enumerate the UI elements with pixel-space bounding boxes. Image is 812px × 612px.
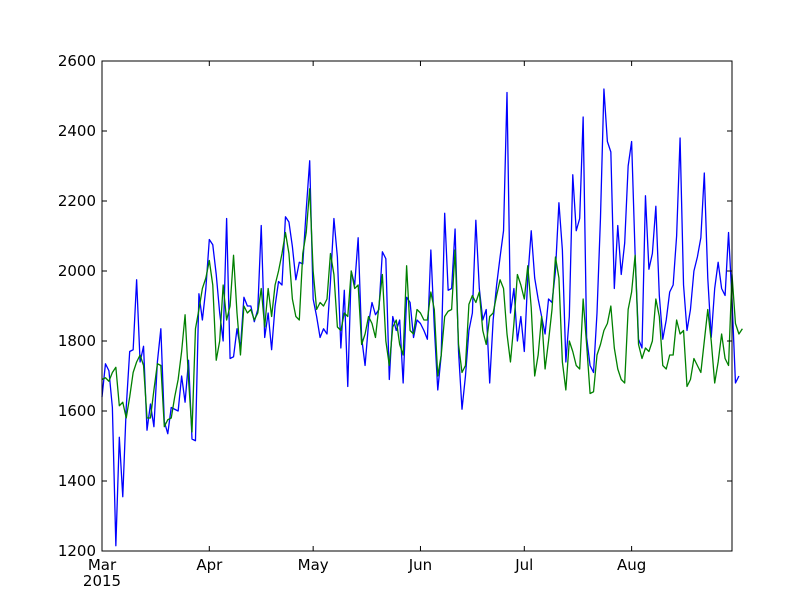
y-tick-label: 2400 — [58, 122, 96, 140]
y-tick-label: 2600 — [58, 52, 96, 70]
y-tick-label: 1800 — [58, 332, 96, 350]
x-tick-label: Aug — [617, 556, 646, 574]
y-tick-label: 2200 — [58, 192, 96, 210]
series-line-1 — [101, 88, 740, 547]
series-line-2 — [101, 188, 743, 433]
y-tick-label: 1600 — [58, 402, 96, 420]
y-tick-label: 1200 — [58, 542, 96, 560]
x-tick-label: Jul — [514, 556, 533, 574]
series-layer — [101, 88, 743, 547]
x-tick-label: Jun — [408, 556, 432, 574]
x-tick-label: May — [298, 556, 329, 574]
plot-frame — [101, 60, 733, 552]
y-tick-label: 1400 — [58, 472, 96, 490]
x-tick-label: Mar — [88, 556, 117, 574]
x-tick-label: Apr — [196, 556, 223, 574]
y-tick-label: 2000 — [58, 262, 96, 280]
x-tick-sublabel: 2015 — [83, 572, 121, 590]
y-axis: 1200 1400 1600 1800 2000 2200 2400 2600 — [58, 52, 732, 560]
